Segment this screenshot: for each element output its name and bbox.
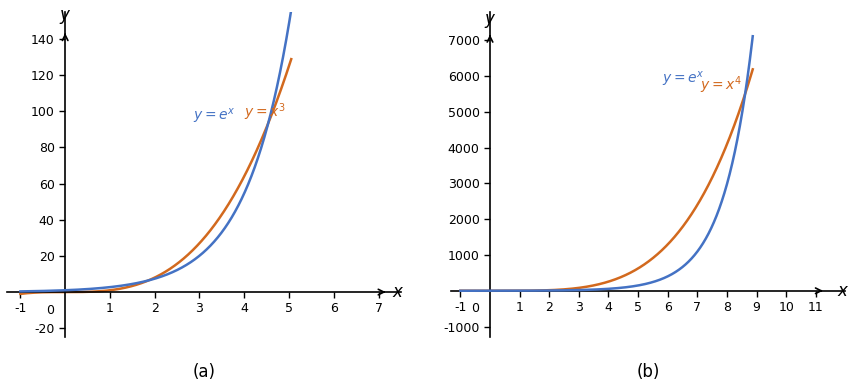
Text: $y$: $y$ [59,8,71,26]
Text: $x$: $x$ [392,283,404,301]
Text: $y$: $y$ [484,12,496,30]
Text: $y = e^x$: $y = e^x$ [662,70,704,89]
Text: $y = x^3$: $y = x^3$ [245,101,286,123]
Text: (b): (b) [637,363,660,381]
Text: $x$: $x$ [837,282,849,300]
Text: (a): (a) [192,363,215,381]
Text: $y = e^x$: $y = e^x$ [193,107,235,126]
Text: 0: 0 [46,304,54,317]
Text: 0: 0 [471,302,480,315]
Text: $y = x^4$: $y = x^4$ [700,75,742,96]
